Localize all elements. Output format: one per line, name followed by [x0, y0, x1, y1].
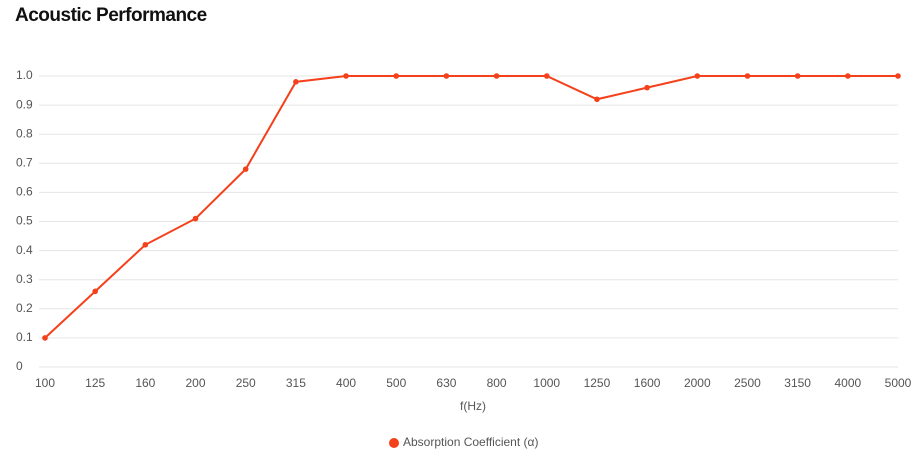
x-tick-label: 200: [186, 376, 206, 390]
data-point: [242, 166, 249, 172]
y-tick-label: 0.2: [16, 301, 33, 315]
x-tick-label: 400: [336, 376, 356, 390]
y-tick-label: 0.5: [16, 214, 33, 228]
data-point: [543, 73, 550, 79]
x-tick-label: 5000: [885, 376, 912, 390]
y-tick-label: 0: [16, 359, 23, 373]
data-point: [142, 241, 149, 248]
x-tick-label: 4000: [834, 376, 861, 390]
x-tick-label: 1250: [584, 376, 611, 390]
chart-title: Acoustic Performance: [15, 5, 207, 26]
x-axis-label: f(Hz): [460, 399, 486, 413]
data-point: [794, 73, 801, 79]
x-tick-label: 100: [35, 376, 55, 390]
x-tick-label: 500: [386, 376, 406, 390]
data-point: [493, 73, 500, 79]
data-point: [744, 73, 751, 79]
data-point: [343, 73, 349, 79]
data-point: [393, 73, 400, 79]
x-tick-label: 1000: [533, 376, 560, 390]
data-point: [895, 73, 901, 79]
x-tick-label: 1600: [634, 376, 661, 390]
data-point: [845, 73, 851, 79]
x-tick-label: 3150: [784, 376, 811, 390]
x-tick-label: 160: [135, 376, 155, 390]
data-line: [44, 75, 898, 339]
data-point: [293, 79, 299, 85]
y-tick-label: 0.7: [16, 155, 33, 169]
x-tick-label: 2000: [684, 376, 711, 390]
x-tick-label: 315: [286, 376, 306, 390]
data-point: [694, 73, 701, 79]
data-point: [644, 84, 650, 91]
x-tick-label: 2500: [734, 376, 761, 390]
y-tick-label: 0.4: [16, 243, 33, 257]
y-tick-label: 0.3: [16, 272, 33, 286]
data-point: [42, 335, 48, 341]
data-point: [192, 215, 199, 222]
x-tick-label: 250: [236, 376, 256, 390]
y-tick-label: 0.1: [16, 330, 33, 344]
legend-label: Absorption Coefficient (α): [403, 435, 538, 449]
data-point: [443, 73, 450, 79]
y-tick-label: 0.8: [16, 126, 33, 140]
data-point: [92, 288, 98, 295]
y-tick-label: 0.9: [16, 97, 33, 111]
legend-marker: [389, 438, 399, 448]
x-tick-label: 630: [436, 376, 456, 390]
x-tick-label: 125: [85, 376, 105, 390]
x-tick-label: 800: [487, 376, 507, 390]
data-point: [594, 96, 600, 103]
y-tick-label: 1.0: [16, 68, 33, 82]
y-tick-label: 0.6: [16, 185, 33, 199]
